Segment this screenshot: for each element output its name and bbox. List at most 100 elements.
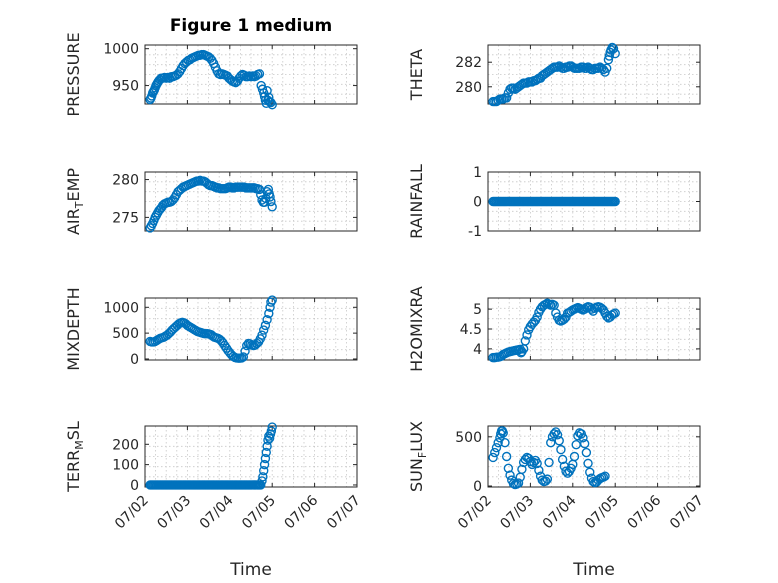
data-point — [561, 466, 571, 476]
x-tick-label: 07/07 — [324, 493, 364, 533]
y-tick-label: 200 — [112, 437, 139, 453]
data-point — [585, 467, 595, 477]
data-point — [493, 438, 503, 448]
y-axis-title: TERRMSL — [64, 421, 86, 493]
data-point — [264, 92, 274, 103]
data-point — [610, 196, 620, 207]
data-point — [263, 435, 273, 445]
y-axis-title: AIRTEMP — [64, 168, 86, 235]
y-tick-label: 4.5 — [460, 322, 482, 338]
data-point — [557, 454, 568, 465]
data-point — [260, 453, 271, 464]
y-tick-label: 100 — [112, 458, 139, 474]
x-tick-label: 07/05 — [239, 493, 279, 533]
x-axis-title-left: Time — [229, 560, 272, 580]
x-tick-label: 07/07 — [667, 493, 707, 533]
y-tick-label: 1000 — [103, 42, 139, 58]
y-axis-title-part: RAINFALL — [407, 164, 426, 239]
data-point — [262, 86, 272, 96]
data-point — [267, 422, 277, 432]
y-axis-title: PRESSURE — [64, 32, 83, 116]
data-point — [546, 438, 556, 448]
data-point — [503, 463, 514, 474]
y-tick-label: 282 — [455, 55, 482, 71]
data-point — [500, 438, 510, 448]
y-axis-title: RAINFALL — [407, 164, 426, 239]
y-tick-label: 0 — [473, 479, 482, 495]
data-point — [552, 430, 563, 440]
data-point — [517, 464, 527, 474]
data-point — [490, 447, 500, 458]
x-tick-label: 07/05 — [582, 493, 622, 533]
data-point — [267, 295, 277, 305]
data-point — [578, 433, 588, 443]
y-axis-title-part: SUN — [407, 458, 426, 492]
series-h2omixra — [488, 298, 620, 363]
axes-box — [144, 171, 358, 232]
data-point — [600, 471, 610, 481]
y-tick-label: 950 — [112, 79, 139, 95]
y-axis-title-part: THETA — [407, 49, 426, 101]
y-tick-label: 500 — [455, 430, 482, 446]
y-axis-title-part: MIXDEPTH — [64, 287, 83, 370]
y-tick-label: 5 — [473, 302, 482, 318]
y-axis-title-part: EMP — [64, 168, 83, 202]
data-point — [610, 48, 620, 59]
data-point — [581, 447, 592, 458]
y-axis-title-subscript: T — [73, 201, 86, 209]
data-point — [610, 308, 620, 318]
figure-title: Figure 1 medium — [170, 16, 332, 36]
y-axis-title-part: LUX — [407, 421, 426, 452]
y-axis-title-subscript: M — [73, 440, 86, 450]
data-point — [267, 100, 277, 110]
axes-box — [144, 297, 358, 361]
data-point — [259, 459, 270, 470]
panel-h2omixra: 4 4.5 5 H2OMIXRA — [407, 286, 701, 372]
y-tick-label: 1 — [473, 165, 482, 181]
data-point — [258, 472, 268, 482]
y-tick-label: 0 — [473, 195, 482, 211]
data-point — [266, 426, 277, 436]
series-rainfall — [488, 196, 620, 207]
data-point — [238, 352, 249, 362]
data-point — [262, 315, 272, 325]
x-tick-label: 07/06 — [282, 492, 322, 532]
x-tick-label: 07/04 — [540, 492, 580, 532]
data-point — [505, 470, 515, 480]
data-point — [532, 458, 542, 469]
data-point — [262, 441, 272, 452]
data-point — [260, 320, 271, 331]
y-tick-label: 1000 — [103, 300, 139, 316]
data-point — [267, 202, 277, 212]
x-tick-label: 07/03 — [497, 493, 537, 533]
data-point — [602, 63, 612, 74]
panel-pressure: 950 1000 PRESSURE — [64, 32, 358, 117]
y-axis-title-part: TERR — [64, 450, 83, 493]
y-axis-title-part: AIR — [64, 208, 83, 235]
y-axis-title: H2OMIXRA — [407, 286, 426, 372]
data-point — [513, 478, 524, 488]
data-point — [544, 457, 554, 468]
data-point — [520, 336, 531, 346]
panel-air-temp: 275 280 AIRTEMP — [64, 168, 358, 235]
y-axis-title-part: H2OMIXRA — [407, 286, 426, 372]
data-point — [579, 439, 590, 449]
y-tick-label: 275 — [112, 210, 139, 226]
data-point — [534, 465, 544, 475]
x-tick-label: 07/06 — [625, 492, 665, 532]
y-tick-label: 280 — [455, 80, 482, 96]
data-point — [261, 447, 271, 458]
data-point — [608, 43, 619, 54]
x-tick-label: 07/02 — [455, 493, 495, 533]
y-axis-title: MIXDEPTH — [64, 287, 83, 370]
y-axis-title-part: SL — [64, 421, 83, 440]
x-axis-right: 07/02 07/03 07/04 07/05 07/06 07/07 — [455, 492, 707, 532]
panel-theta: 280 282 THETA — [407, 42, 701, 107]
data-point — [556, 444, 566, 455]
data-point — [240, 346, 250, 356]
data-point — [266, 297, 276, 307]
y-tick-label: 280 — [112, 173, 139, 189]
x-axis-title-right: Time — [572, 560, 615, 580]
panel-rainfall: -1 0 1 RAINFALL — [407, 164, 701, 240]
